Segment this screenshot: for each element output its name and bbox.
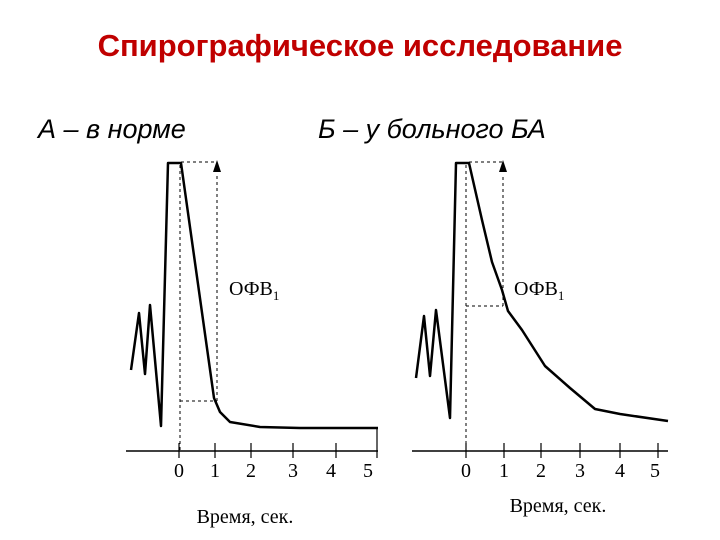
tick-label: 4 (615, 460, 625, 482)
arrow-head-normal (213, 160, 221, 172)
caption-asthma: Б – у больного БА (318, 114, 546, 144)
tick-label: 3 (575, 460, 585, 482)
arrow-head-asthma (499, 160, 507, 172)
tick-label: 1 (210, 460, 220, 482)
tick-label: 5 (363, 460, 373, 482)
tick-labels-asthma: 0 1 2 3 4 5 (461, 460, 660, 482)
time-axis-label-normal: Время, сек. (197, 506, 294, 528)
axis-ticks-asthma (465, 443, 659, 458)
axis-ticks-normal (178, 429, 378, 458)
curve-asthma (414, 161, 669, 423)
tick-label: 5 (650, 460, 660, 482)
curve-normal (129, 161, 378, 430)
tick-label: 2 (536, 460, 546, 482)
time-axis-label-asthma: Время, сек. (510, 495, 607, 517)
fev1-label-asthma: ОФВ1 (514, 278, 564, 303)
page-title: Спирографическое исследование (97, 28, 623, 63)
tick-label: 3 (288, 460, 298, 482)
spirogram-normal: ОФВ1 0 1 2 3 4 5 Время, сек. (126, 160, 378, 528)
fev1-label-normal: ОФВ1 (229, 278, 279, 303)
tick-label: 0 (461, 460, 471, 482)
tick-labels-normal: 0 1 2 3 4 5 (174, 460, 373, 482)
tick-label: 2 (246, 460, 256, 482)
caption-normal: А – в норме (38, 114, 186, 144)
tick-label: 4 (326, 460, 336, 482)
spirogram-asthma: ОФВ1 0 1 2 3 4 5 Время, сек. (412, 160, 669, 517)
tick-label: 0 (174, 460, 184, 482)
tick-label: 1 (499, 460, 509, 482)
